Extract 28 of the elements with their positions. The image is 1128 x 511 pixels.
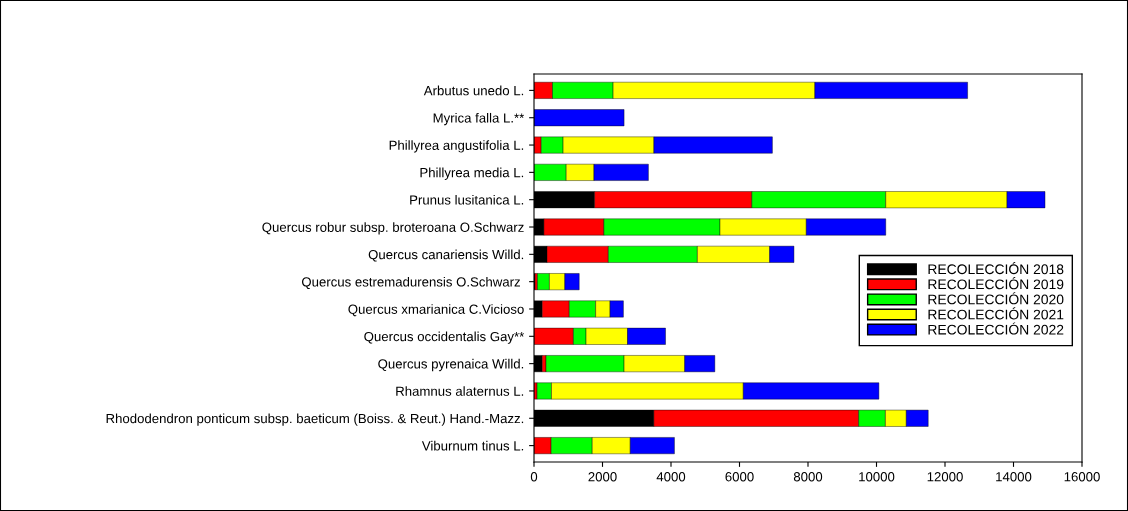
y-tick-label: Quercus xmarianica C.Vicioso — [348, 304, 524, 317]
x-tick-label: 6000 — [725, 472, 754, 482]
legend-label: RECOLECCIÓN 2022 — [928, 322, 1064, 335]
legend-label: RECOLECCIÓN 2019 — [928, 277, 1064, 290]
x-tick-label: 2000 — [588, 472, 617, 482]
y-tick-label: Quercus estremadurensis O.Schwarz — [301, 276, 520, 289]
y-tick-label: Rhamnus alaternus L. — [396, 386, 524, 396]
y-tick-label: Arbutus unedo L. — [423, 85, 524, 96]
y-tick-label: Viburnum tinus L. — [421, 440, 524, 451]
x-tick-label: 16000 — [1064, 472, 1100, 482]
y-tick-label: Quercus canariensis Willd. — [368, 249, 524, 262]
y-tick-label: Quercus robur subsp. broteroana O.Schwarz — [262, 222, 524, 235]
x-tick-label: 4000 — [656, 472, 686, 482]
legend-label: RECOLECCIÓN 2020 — [928, 292, 1064, 305]
x-tick-label: 10000 — [859, 472, 895, 482]
legend-label: RECOLECCIÓN 2021 — [928, 307, 1064, 320]
y-tick-label: Myrica falla L.** — [433, 112, 525, 126]
x-tick-label: 14000 — [996, 472, 1032, 482]
y-tick-label: Quercus pyrenaica Willd. — [378, 358, 524, 372]
x-tick-label: 12000 — [927, 472, 963, 482]
y-tick-label: Phillyrea angustifolia L. — [389, 140, 524, 153]
y-tick-label: Phillyrea media L. — [420, 167, 524, 180]
x-tick-label: 8000 — [793, 472, 823, 482]
legend-label: RECOLECCIÓN 2018 — [928, 261, 1064, 275]
y-tick-label: Rhododendron ponticum subsp. baeticum (Boiss. & Reut.) Hand.-Mazz. — [106, 413, 524, 426]
y-tick-label: Prunus lusitanica L. — [410, 194, 524, 205]
x-tick-label: 0 — [530, 472, 538, 482]
y-tick-label: Quercus occidentalis Gay** — [364, 331, 525, 344]
